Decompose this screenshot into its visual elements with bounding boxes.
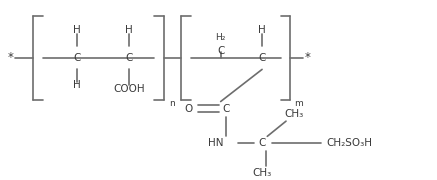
Text: C: C bbox=[125, 53, 133, 63]
Text: CH₃: CH₃ bbox=[253, 168, 272, 178]
Text: O: O bbox=[184, 104, 192, 114]
Text: COOH: COOH bbox=[113, 84, 145, 94]
Text: H: H bbox=[73, 80, 81, 91]
Text: C: C bbox=[73, 53, 80, 63]
Text: C: C bbox=[222, 104, 229, 114]
Text: CH₃: CH₃ bbox=[284, 109, 303, 119]
Text: H₂: H₂ bbox=[215, 33, 226, 42]
Text: *: * bbox=[305, 51, 311, 64]
Text: n: n bbox=[169, 99, 175, 108]
Text: H: H bbox=[258, 25, 266, 35]
Text: HN: HN bbox=[208, 138, 223, 148]
Text: *: * bbox=[7, 51, 13, 64]
Text: C: C bbox=[258, 53, 266, 63]
Text: m: m bbox=[294, 99, 302, 108]
Text: CH₂SO₃H: CH₂SO₃H bbox=[326, 138, 372, 148]
Text: H: H bbox=[125, 25, 133, 35]
Text: H: H bbox=[73, 25, 81, 35]
Text: C: C bbox=[258, 138, 266, 148]
Text: C: C bbox=[217, 46, 224, 56]
